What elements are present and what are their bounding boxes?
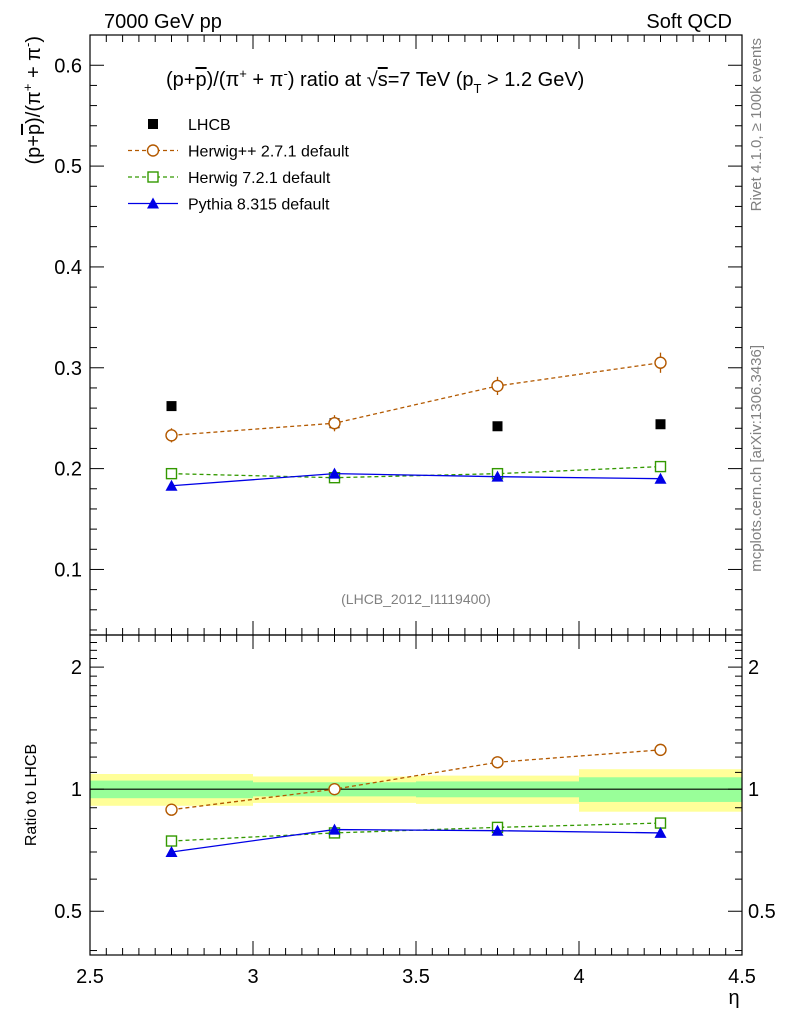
main-point-pythia <box>165 479 178 491</box>
legend-label-herwigpp: Herwig++ 2.7.1 default <box>188 144 350 161</box>
legend-marker-data <box>148 119 158 129</box>
ratio-ytick-label: 1 <box>71 779 82 801</box>
title-sqrt: √ <box>367 69 378 91</box>
main-point-pythia <box>491 470 504 482</box>
legend-marker-pythia <box>147 197 159 209</box>
title-s: s <box>378 69 388 91</box>
ratio-ytick-label: 2 <box>71 657 82 679</box>
ratio-point-herwig7 <box>165 835 178 847</box>
main-point-data <box>655 419 666 430</box>
legend: LHCB Herwig++ 2.7.1 default Herwig 7.2.1 d… <box>128 117 350 214</box>
main-point-herwig7 <box>165 467 178 480</box>
title-pbar: p <box>195 69 206 91</box>
main-ytick-label: 0.5 <box>54 156 82 178</box>
ratio-ylabel: Ratio to LHCB <box>23 744 40 846</box>
ratio-bands <box>90 769 742 812</box>
title-prefix: (p+ <box>166 69 195 91</box>
title-ratio: ) ratio at <box>288 69 367 91</box>
main-title: (p+p)/(π+ + π-) ratio at √s=7 TeV (pT > … <box>166 66 584 96</box>
header-right: Soft QCD <box>646 11 732 33</box>
x-axis-label: η <box>728 987 739 1009</box>
ratio-point-pythia <box>654 826 667 838</box>
ratio-ytick-label-right: 1 <box>748 779 759 801</box>
main-ytick-label: 0.1 <box>54 559 82 581</box>
rivet-label: Rivet 4.1.0, ≥ 100k events <box>748 38 765 211</box>
main-point-herwigpp <box>491 379 504 393</box>
main-point-data <box>492 421 503 432</box>
ratio-point-herwigpp <box>654 743 667 757</box>
ratio-line-herwigpp <box>171 749 661 811</box>
ratio-point-pythia <box>328 823 341 835</box>
legend-marker-herwigpp <box>146 144 160 157</box>
title-sup1: + <box>239 66 247 81</box>
axes: 0.1 0.2 0.3 0.4 0.5 0.6 2.5 3 3.5 4 4.5 0.5 0.5 1 1 2 2 <box>54 34 776 988</box>
legend-label-herwig7: Herwig 7.2.1 default <box>188 170 331 187</box>
title-sup2: - <box>283 66 287 81</box>
main-ytick-label: 0.6 <box>54 55 82 77</box>
xtick-label: 4 <box>573 966 584 988</box>
legend-label-data: LHCB <box>188 117 231 134</box>
legend-label-pythia: Pythia 8.315 default <box>188 197 330 214</box>
xtick-label: 2.5 <box>76 966 104 988</box>
main-panel <box>165 352 667 491</box>
main-ytick-label: 0.3 <box>54 358 82 380</box>
main-ytick-label: 0.2 <box>54 459 82 481</box>
analysis-watermark: (LHCB_2012_I1119400) <box>341 591 491 607</box>
ratio-line-herwig7 <box>171 822 661 842</box>
ratio-ytick-label: 0.5 <box>54 901 82 923</box>
main-point-pythia <box>328 467 341 479</box>
main-point-herwigpp <box>165 429 178 442</box>
header-left: 7000 GeV pp <box>104 11 222 33</box>
main-point-data <box>166 401 177 412</box>
main-point-herwig7 <box>654 460 667 473</box>
xtick-label: 3 <box>247 966 258 988</box>
ratio-point-herwigpp <box>165 803 178 816</box>
title-mid2: + π <box>247 69 284 91</box>
ratio-point-herwig7 <box>654 817 667 829</box>
ratio-point-pythia <box>165 845 178 857</box>
ratio-line-pythia <box>171 828 661 853</box>
main-line-pythia <box>171 473 661 487</box>
ratio-ytick-label-right: 0.5 <box>748 901 776 923</box>
title-energy: =7 TeV (p <box>388 69 474 91</box>
title-sub: T <box>474 81 482 96</box>
ratio-ytick-label-right: 2 <box>748 657 759 679</box>
main-point-herwigpp <box>328 417 341 430</box>
ratio-point-herwigpp <box>491 756 504 769</box>
main-line-herwig7 <box>171 465 661 479</box>
legend-marker-herwig7 <box>147 171 159 183</box>
xtick-label: 3.5 <box>402 966 430 988</box>
mcplots-label: mcplots.cern.ch [arXiv:1306.3436] <box>748 345 765 572</box>
title-mid: )/(π <box>207 69 240 91</box>
xtick-label: 4.5 <box>728 966 756 988</box>
main-ylabel: (p+p)/(π+ + π-) <box>20 36 45 164</box>
ratio-point-pythia <box>491 824 504 836</box>
title-cut: > 1.2 GeV) <box>481 69 584 91</box>
main-line-herwigpp <box>171 362 661 436</box>
main-point-herwigpp <box>654 356 667 369</box>
ratio-point-herwigpp <box>328 782 341 796</box>
main-point-pythia <box>654 472 667 484</box>
main-ytick-label: 0.4 <box>54 257 82 279</box>
ratio-panel <box>165 743 667 857</box>
